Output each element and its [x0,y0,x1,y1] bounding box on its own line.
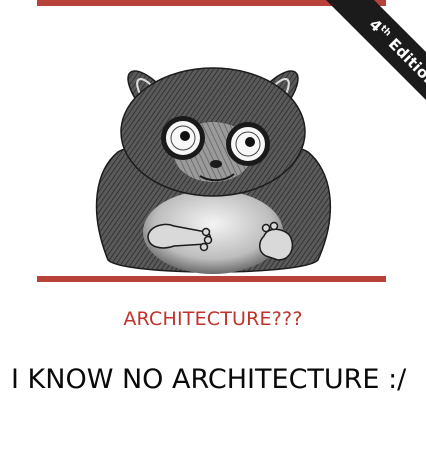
cover-subtitle: ARCHITECTURE??? [123,308,303,330]
top-red-rule [37,0,386,6]
bottom-red-rule [37,276,386,282]
meme-caption: I KNOW NO ARCHITECTURE :/ [11,364,407,395]
edition-label: 4th Edition [365,15,426,91]
tarsier-illustration [95,67,332,274]
